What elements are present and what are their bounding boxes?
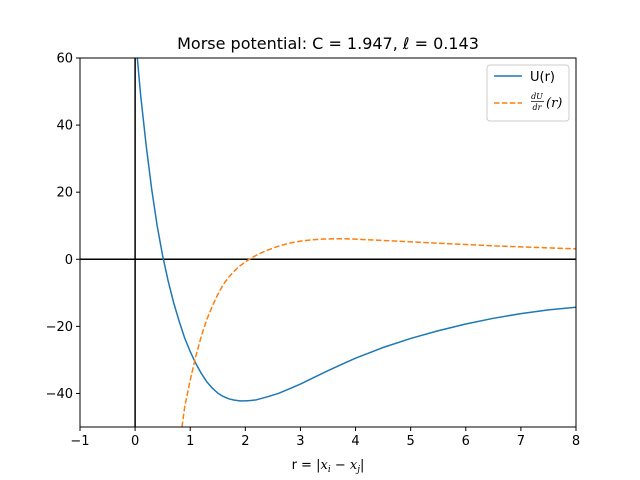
x-tick-label: −1: [70, 434, 89, 449]
x-axis-label: r = |xi − xj|: [292, 458, 365, 475]
x-tick-label: 1: [186, 434, 194, 449]
legend-label-u: U(r): [530, 70, 555, 85]
y-tick-label: −20: [46, 320, 73, 335]
y-tick-label: 0: [65, 253, 73, 268]
y-tick-label: 60: [56, 52, 73, 67]
x-tick-label: 6: [462, 434, 470, 449]
legend-box: [486, 64, 570, 122]
plot-area: [79, 57, 577, 428]
series-layer: [136, 58, 576, 427]
y-tick-label: 40: [56, 119, 73, 134]
series-line-1: [181, 238, 576, 427]
y-axis-ticks: −40 −20 0 20 40 60: [46, 52, 80, 402]
plot-frame: [79, 57, 577, 428]
legend-label-du: dU dr (r): [531, 92, 562, 112]
svg-text:dU: dU: [531, 92, 543, 101]
svg-text:(r): (r): [546, 96, 562, 111]
x-tick-label: 8: [572, 434, 580, 449]
series-line-0: [136, 58, 576, 402]
x-tick-label: 3: [296, 434, 304, 449]
y-tick-label: −40: [46, 387, 73, 402]
legend: U(r) dU dr (r): [486, 64, 570, 122]
chart-title: Morse potential: C = 1.947, ℓ = 0.143: [177, 34, 479, 53]
x-tick-label: 2: [241, 434, 249, 449]
x-tick-label: 0: [131, 434, 139, 449]
svg-text:dr: dr: [533, 103, 543, 112]
y-tick-label: 20: [56, 186, 73, 201]
x-tick-label: 4: [351, 434, 359, 449]
x-axis-ticks: −1 0 1 2 3 4 5 6 7 8: [70, 427, 580, 449]
x-tick-label: 7: [517, 434, 525, 449]
x-tick-label: 5: [407, 434, 415, 449]
